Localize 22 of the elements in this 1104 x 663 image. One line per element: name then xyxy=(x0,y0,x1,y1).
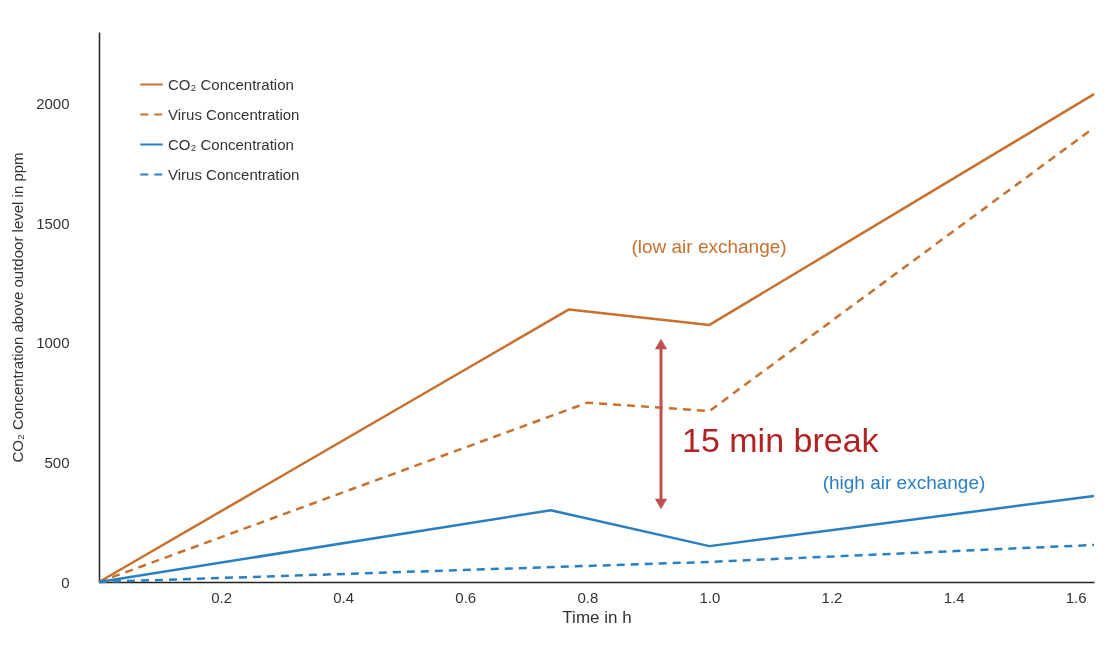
x-tick-label: 1.4 xyxy=(943,588,965,606)
y-tick-label: 500 xyxy=(44,453,70,471)
x-tick-label: 0.2 xyxy=(211,588,233,606)
x-tick-label: 1.0 xyxy=(699,588,721,606)
y-tick-label: 1000 xyxy=(36,334,70,352)
legend-label: Virus Concentration xyxy=(168,105,300,123)
legend-label: Virus Concentration xyxy=(168,165,300,183)
annotation: (low air exchange) xyxy=(631,236,787,257)
annotation: (high air exchange) xyxy=(822,472,986,493)
x-tick-label: 0.4 xyxy=(333,588,355,606)
annotation: 15 min break xyxy=(682,421,880,459)
x-axis-title: Time in h xyxy=(562,607,632,627)
x-tick-label: 1.2 xyxy=(821,588,843,606)
x-tick-label: 0.8 xyxy=(577,588,599,606)
y-tick-label: 2000 xyxy=(36,95,70,113)
y-axis-title: CO₂ Concentration above outdoor level in ppm xyxy=(9,152,27,463)
y-tick-label: 0 xyxy=(61,573,70,591)
x-tick-label: 1.6 xyxy=(1065,588,1087,606)
x-tick-label: 0.6 xyxy=(455,588,477,606)
y-tick-label: 1500 xyxy=(36,214,70,232)
legend-label: CO₂ Concentration xyxy=(168,75,294,93)
legend-label: CO₂ Concentration xyxy=(168,135,294,153)
